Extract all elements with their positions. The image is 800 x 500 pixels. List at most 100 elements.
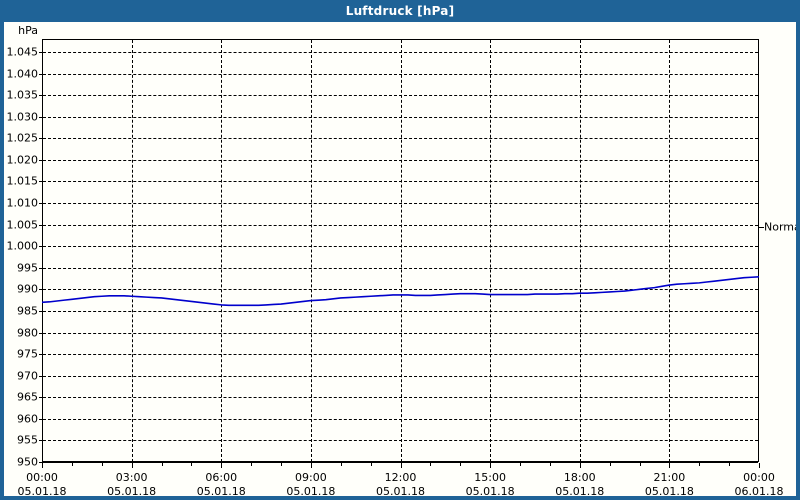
y-tick-label: 1.030 xyxy=(6,110,39,124)
y-tick-label: 1.015 xyxy=(6,174,39,188)
y-tick-label: 985 xyxy=(17,304,38,318)
y-tick-label: 970 xyxy=(17,369,38,383)
x-major-tick xyxy=(669,463,671,468)
x-minor-tick xyxy=(370,463,372,466)
y-tick-label: 960 xyxy=(17,412,38,426)
y-tick-mark xyxy=(39,310,43,312)
x-major-tick xyxy=(490,463,492,468)
x-minor-tick xyxy=(340,463,342,466)
x-tick-time: 12:00 xyxy=(384,471,417,484)
y-tick-mark xyxy=(39,224,43,226)
y-tick-mark xyxy=(39,203,43,205)
x-tick-date: 06.01.18 xyxy=(734,485,784,496)
x-tick-time: 06:00 xyxy=(205,471,238,484)
y-tick-mark xyxy=(39,375,43,377)
x-tick-date: 05.01.18 xyxy=(644,485,694,496)
x-tick-date: 05.01.18 xyxy=(465,485,515,496)
x-tick-label: 15:00 05.01.18 xyxy=(450,471,530,496)
y-tick-label: 1.035 xyxy=(6,88,39,102)
x-tick-time: 00:00 xyxy=(26,471,58,484)
y-tick-label: 1.025 xyxy=(6,131,39,145)
y-tick-label: 990 xyxy=(17,282,38,296)
x-minor-tick xyxy=(699,463,701,466)
x-minor-tick xyxy=(520,463,521,466)
y-tick-mark xyxy=(39,440,43,442)
x-major-tick xyxy=(400,463,402,468)
x-tick-time: 03:00 xyxy=(115,471,148,484)
x-tick-label: 21:00 05.01.18 xyxy=(629,471,709,496)
page-title: Luftdruck [hPa] xyxy=(345,4,455,18)
y-tick-mark xyxy=(39,159,43,161)
y-tick-label: 1.045 xyxy=(6,45,39,59)
x-major-tick xyxy=(759,463,760,468)
x-gridline xyxy=(669,40,671,462)
x-tick-date: 05.01.18 xyxy=(107,485,157,496)
x-tick-label: 00:00 05.01.18 xyxy=(4,471,82,496)
x-tick-time: 00:00 xyxy=(743,471,775,484)
y-tick-mark xyxy=(39,51,43,53)
x-minor-tick xyxy=(101,463,103,466)
x-tick-label: 18:00 05.01.18 xyxy=(540,471,620,496)
x-minor-tick xyxy=(430,463,432,466)
y-tick-mark xyxy=(39,267,43,269)
x-minor-tick xyxy=(609,463,611,466)
x-gridline xyxy=(131,40,133,462)
x-minor-tick xyxy=(460,463,462,466)
x-major-tick xyxy=(579,463,581,468)
x-tick-label: 12:00 05.01.18 xyxy=(361,471,441,496)
y-tick-label: 1.040 xyxy=(6,67,39,81)
x-tick-label: 00:00 06.01.18 xyxy=(719,471,796,496)
x-gridline xyxy=(221,40,223,462)
plot-area xyxy=(42,39,759,462)
y-tick-mark xyxy=(39,354,43,356)
y-tick-label: 975 xyxy=(17,347,38,361)
x-tick-label: 03:00 05.01.18 xyxy=(92,471,172,496)
x-minor-tick xyxy=(191,463,193,466)
y-tick-label: 965 xyxy=(17,390,38,404)
y-tick-label: 1.020 xyxy=(6,153,39,167)
y-tick-label: 1.000 xyxy=(6,239,39,253)
x-major-tick xyxy=(42,463,43,468)
x-gridline xyxy=(400,40,402,462)
pressure-series-line xyxy=(42,276,759,307)
x-gridline xyxy=(310,40,312,462)
x-major-tick xyxy=(131,463,133,468)
x-major-tick xyxy=(310,463,312,468)
y-tick-mark xyxy=(39,73,43,75)
x-minor-tick xyxy=(549,463,551,466)
x-major-tick xyxy=(221,463,223,468)
y-tick-mark xyxy=(39,289,43,291)
y-gridline xyxy=(43,462,758,463)
normal-tick-mark xyxy=(759,226,764,228)
y-tick-mark xyxy=(39,246,43,248)
x-minor-tick xyxy=(639,463,641,466)
series-layer xyxy=(42,276,759,307)
y-tick-mark xyxy=(39,95,43,97)
x-tick-time: 09:00 xyxy=(295,471,327,484)
y-tick-mark xyxy=(39,418,43,420)
x-minor-tick xyxy=(161,463,163,466)
x-tick-date: 05.01.18 xyxy=(17,485,67,496)
y-tick-mark xyxy=(39,138,43,140)
y-axis-unit-label: hPa xyxy=(18,24,38,37)
x-tick-time: 21:00 xyxy=(653,471,686,484)
y-tick-label: 950 xyxy=(17,455,38,469)
y-tick-label: 1.010 xyxy=(6,196,39,210)
x-minor-tick xyxy=(251,463,253,466)
y-tick-mark xyxy=(39,116,43,118)
x-tick-date: 05.01.18 xyxy=(196,485,246,496)
y-tick-mark xyxy=(39,397,43,399)
chart-canvas: hPa 950 955 960 965 970 975 980 985 990 995 1.000 1… xyxy=(4,22,796,496)
window-title-bar: Luftdruck [hPa] xyxy=(0,0,800,22)
x-tick-time: 15:00 xyxy=(474,471,506,484)
x-tick-label: 06:00 05.01.18 xyxy=(181,471,261,496)
x-tick-date: 05.01.18 xyxy=(286,485,336,496)
y-tick-mark xyxy=(39,332,43,334)
x-minor-tick xyxy=(729,463,731,466)
x-minor-tick xyxy=(281,463,282,466)
x-tick-label: 09:00 05.01.18 xyxy=(271,471,351,496)
x-gridline xyxy=(579,40,581,462)
y-tick-mark xyxy=(39,181,43,183)
y-tick-label: 980 xyxy=(17,326,38,339)
